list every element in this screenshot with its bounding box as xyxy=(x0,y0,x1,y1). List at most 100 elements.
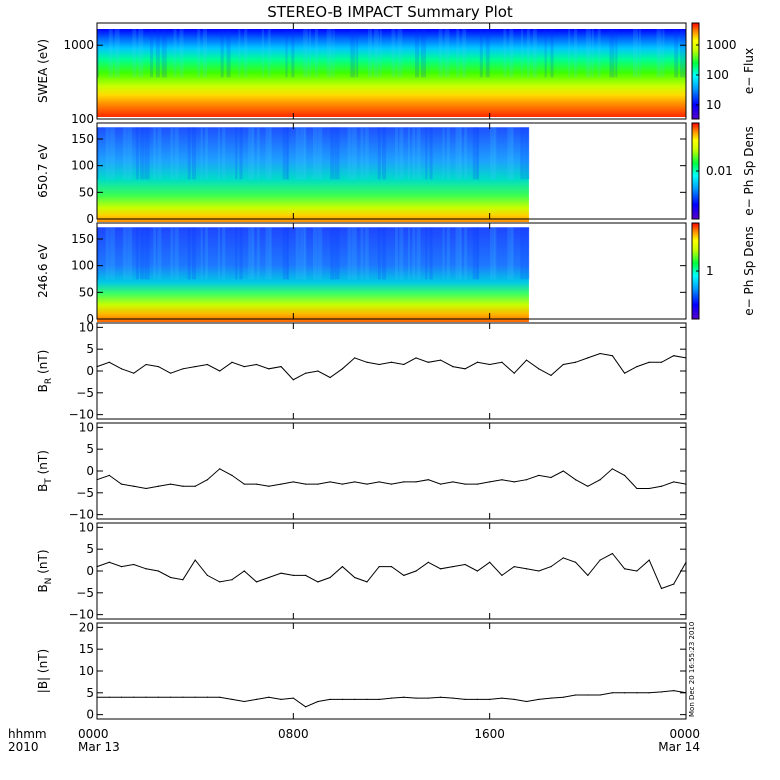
data-point xyxy=(133,372,135,374)
y-axis-label-subscript: R xyxy=(44,378,54,384)
colorbar-tick-label: 1 xyxy=(706,264,714,278)
heatmap-streak xyxy=(226,29,231,78)
heatmap-streak xyxy=(520,227,525,280)
y-tick-label: 10 xyxy=(79,664,94,678)
data-point xyxy=(329,376,331,379)
x-tick-label: 0000 xyxy=(78,727,109,741)
data-point xyxy=(366,581,368,583)
y-tick-label: 5 xyxy=(86,342,94,356)
data-point xyxy=(268,576,270,579)
data-point xyxy=(464,563,466,566)
heatmap-streak xyxy=(150,29,154,78)
heatmap-streak xyxy=(105,127,110,180)
heatmap-streak xyxy=(526,29,530,78)
heatmap-streak xyxy=(377,227,381,280)
data-point xyxy=(513,566,515,568)
y-tick-label: 15 xyxy=(79,642,94,656)
data-point xyxy=(182,696,184,698)
heatmap-streak xyxy=(415,29,420,78)
data-point xyxy=(476,361,478,363)
heatmap-streak xyxy=(511,227,514,280)
heatmap-streak xyxy=(127,227,133,280)
heatmap-streak xyxy=(347,227,352,280)
data-point xyxy=(145,487,147,490)
data-point xyxy=(427,479,429,481)
data-point xyxy=(231,579,233,581)
heatmap-streak xyxy=(304,227,307,280)
y-tick-label: 50 xyxy=(79,185,94,199)
data-point xyxy=(599,694,601,696)
data-point xyxy=(574,479,577,481)
data-point xyxy=(219,370,221,372)
data-point xyxy=(587,574,589,576)
heatmap-streak xyxy=(304,127,307,180)
data-point xyxy=(157,570,159,572)
data-point xyxy=(305,483,307,485)
data-point xyxy=(648,559,650,561)
heatmap-streak xyxy=(192,127,197,180)
data-point xyxy=(170,576,172,579)
colorbar-label: e− Flux xyxy=(742,48,756,94)
data-point xyxy=(255,581,258,583)
heatmap-streak xyxy=(382,227,387,280)
data-point xyxy=(120,696,123,698)
data-point xyxy=(133,485,135,487)
y-axis-label-unit: (nT) xyxy=(36,450,50,478)
data-point xyxy=(464,483,466,485)
heatmap-streak xyxy=(256,227,260,280)
heatmap-streak xyxy=(173,29,177,78)
y-tick-label: 5 xyxy=(86,686,94,700)
data-point xyxy=(439,568,442,570)
y-tick-label: 1000 xyxy=(63,38,94,52)
heatmap-streak xyxy=(135,227,139,280)
data-point xyxy=(501,361,503,363)
heatmap-streak xyxy=(187,127,191,180)
data-point xyxy=(231,698,233,700)
data-point xyxy=(133,696,135,698)
data-point xyxy=(538,570,540,572)
data-point xyxy=(452,481,454,483)
data-point xyxy=(636,487,638,490)
y-axis-label-unit: (nT) xyxy=(36,350,50,378)
heatmap-streak xyxy=(507,227,513,280)
heatmap-streak xyxy=(485,29,490,78)
data-point xyxy=(280,366,282,368)
heatmap-streak xyxy=(494,227,497,280)
heatmap-streak xyxy=(252,227,255,280)
y-axis-label: SWEA (eV) xyxy=(36,39,50,103)
heatmap-streak xyxy=(350,29,356,78)
data-point xyxy=(305,372,307,374)
data-point xyxy=(268,485,270,487)
heatmap-streak xyxy=(220,29,224,78)
colorbar-label: e− Ph Sp Dens xyxy=(742,226,756,315)
heatmap-streak xyxy=(574,29,578,78)
panel-frame xyxy=(96,622,687,720)
heatmap-streak xyxy=(269,227,272,280)
y-tick-label: −10 xyxy=(69,408,94,422)
data-point xyxy=(243,483,245,485)
data-point xyxy=(562,470,564,472)
series-line xyxy=(96,352,687,381)
data-point xyxy=(268,368,270,370)
data-point xyxy=(329,576,331,579)
data-point xyxy=(489,698,491,700)
heatmap-streak xyxy=(217,227,220,280)
heatmap-streak xyxy=(155,29,160,78)
y-axis-label: 246.6 eV xyxy=(36,243,50,298)
data-point xyxy=(439,696,442,698)
heatmap-streak xyxy=(662,29,665,78)
heatmap-streak xyxy=(416,227,421,280)
data-point xyxy=(660,361,663,363)
heatmap-streak xyxy=(235,127,238,180)
y-axis-label-subscript: T xyxy=(44,478,54,485)
heatmap-streak xyxy=(282,127,288,180)
data-point xyxy=(415,481,417,483)
data-point xyxy=(550,566,552,568)
data-point xyxy=(476,698,478,700)
heatmap-streak xyxy=(179,29,184,78)
heatmap-streak xyxy=(632,29,638,78)
y-tick-label: 5 xyxy=(86,542,94,556)
data-point xyxy=(513,481,515,483)
data-point xyxy=(587,694,589,696)
